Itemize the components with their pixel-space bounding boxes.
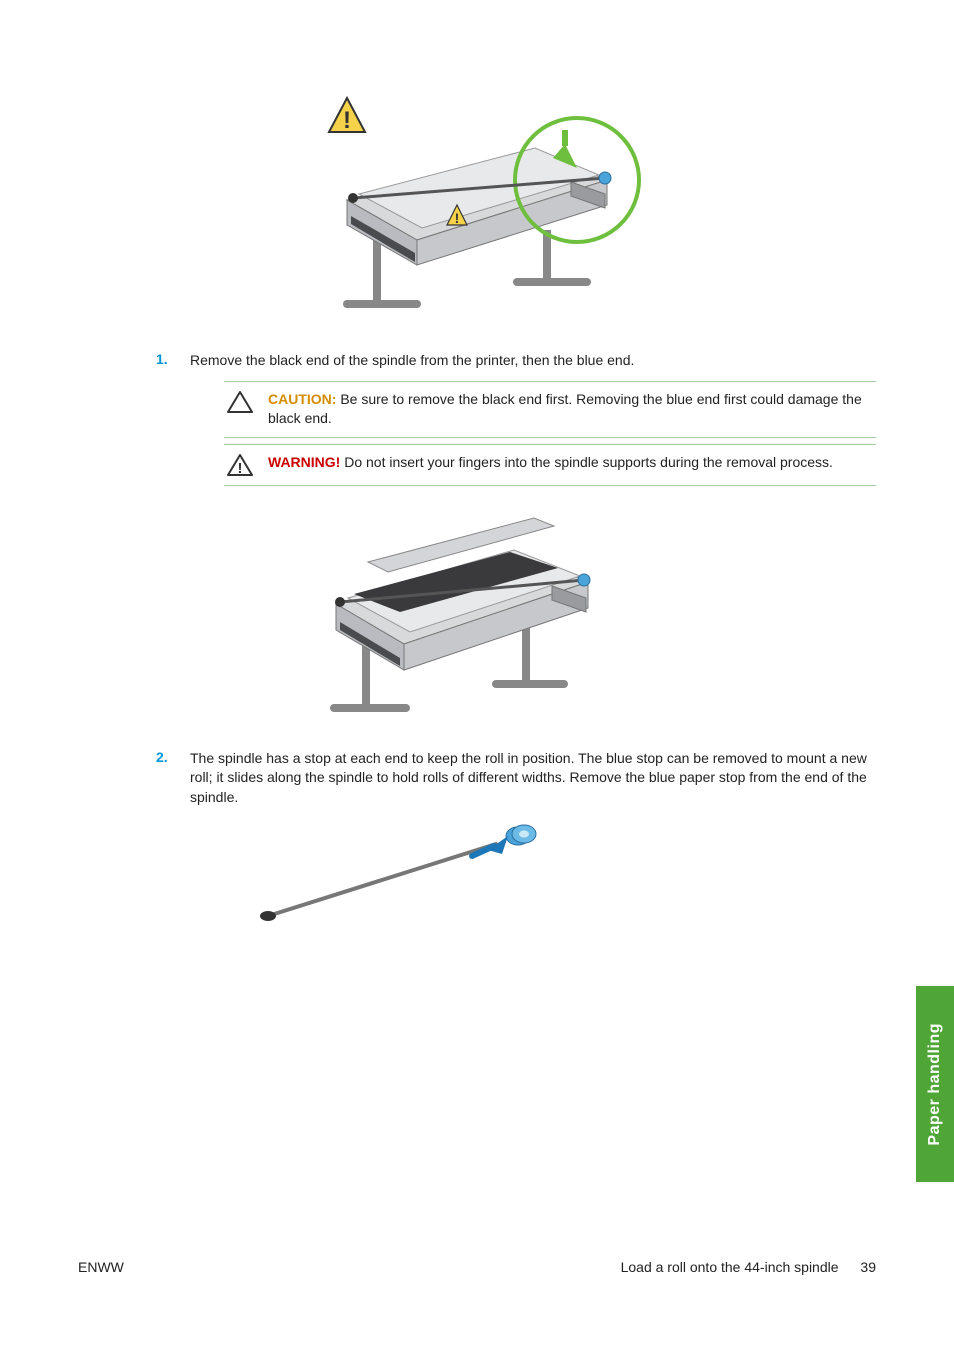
figure-printer-caution: ! ! xyxy=(78,90,876,323)
footer-left: ENWW xyxy=(78,1259,124,1275)
caution-icon xyxy=(227,390,253,414)
section-tab: Paper handling xyxy=(916,986,954,1182)
page-footer: ENWW Load a roll onto the 44-inch spindl… xyxy=(78,1259,876,1275)
figure-printer-spindle xyxy=(300,504,876,717)
step-1: 1. Remove the black end of the spindle f… xyxy=(78,351,876,737)
footer-page-number: 39 xyxy=(860,1259,876,1275)
svg-text:!: ! xyxy=(343,107,351,134)
svg-text:!: ! xyxy=(455,210,460,226)
footer-right-text: Load a roll onto the 44-inch spindle xyxy=(621,1259,839,1275)
section-tab-label: Paper handling xyxy=(926,1023,944,1146)
warning-label: WARNING! xyxy=(268,454,340,470)
warning-text: Do not insert your fingers into the spin… xyxy=(344,454,833,470)
svg-text:!: ! xyxy=(238,460,243,477)
step-1-number: 1. xyxy=(156,351,190,367)
step-1-text: Remove the black end of the spindle from… xyxy=(190,351,876,371)
caution-callout: CAUTION: Be sure to remove the black end… xyxy=(224,381,876,438)
step-2-number: 2. xyxy=(156,749,190,765)
caution-text: Be sure to remove the black end first. R… xyxy=(268,391,862,427)
warning-callout: ! WARNING! Do not insert your fingers in… xyxy=(224,444,876,486)
step-2: 2. The spindle has a stop at each end to… xyxy=(78,749,876,941)
warning-icon: ! xyxy=(227,453,253,477)
step-2-text: The spindle has a stop at each end to ke… xyxy=(190,749,876,808)
figure-spindle-stop xyxy=(250,818,876,941)
caution-label: CAUTION: xyxy=(268,391,336,407)
